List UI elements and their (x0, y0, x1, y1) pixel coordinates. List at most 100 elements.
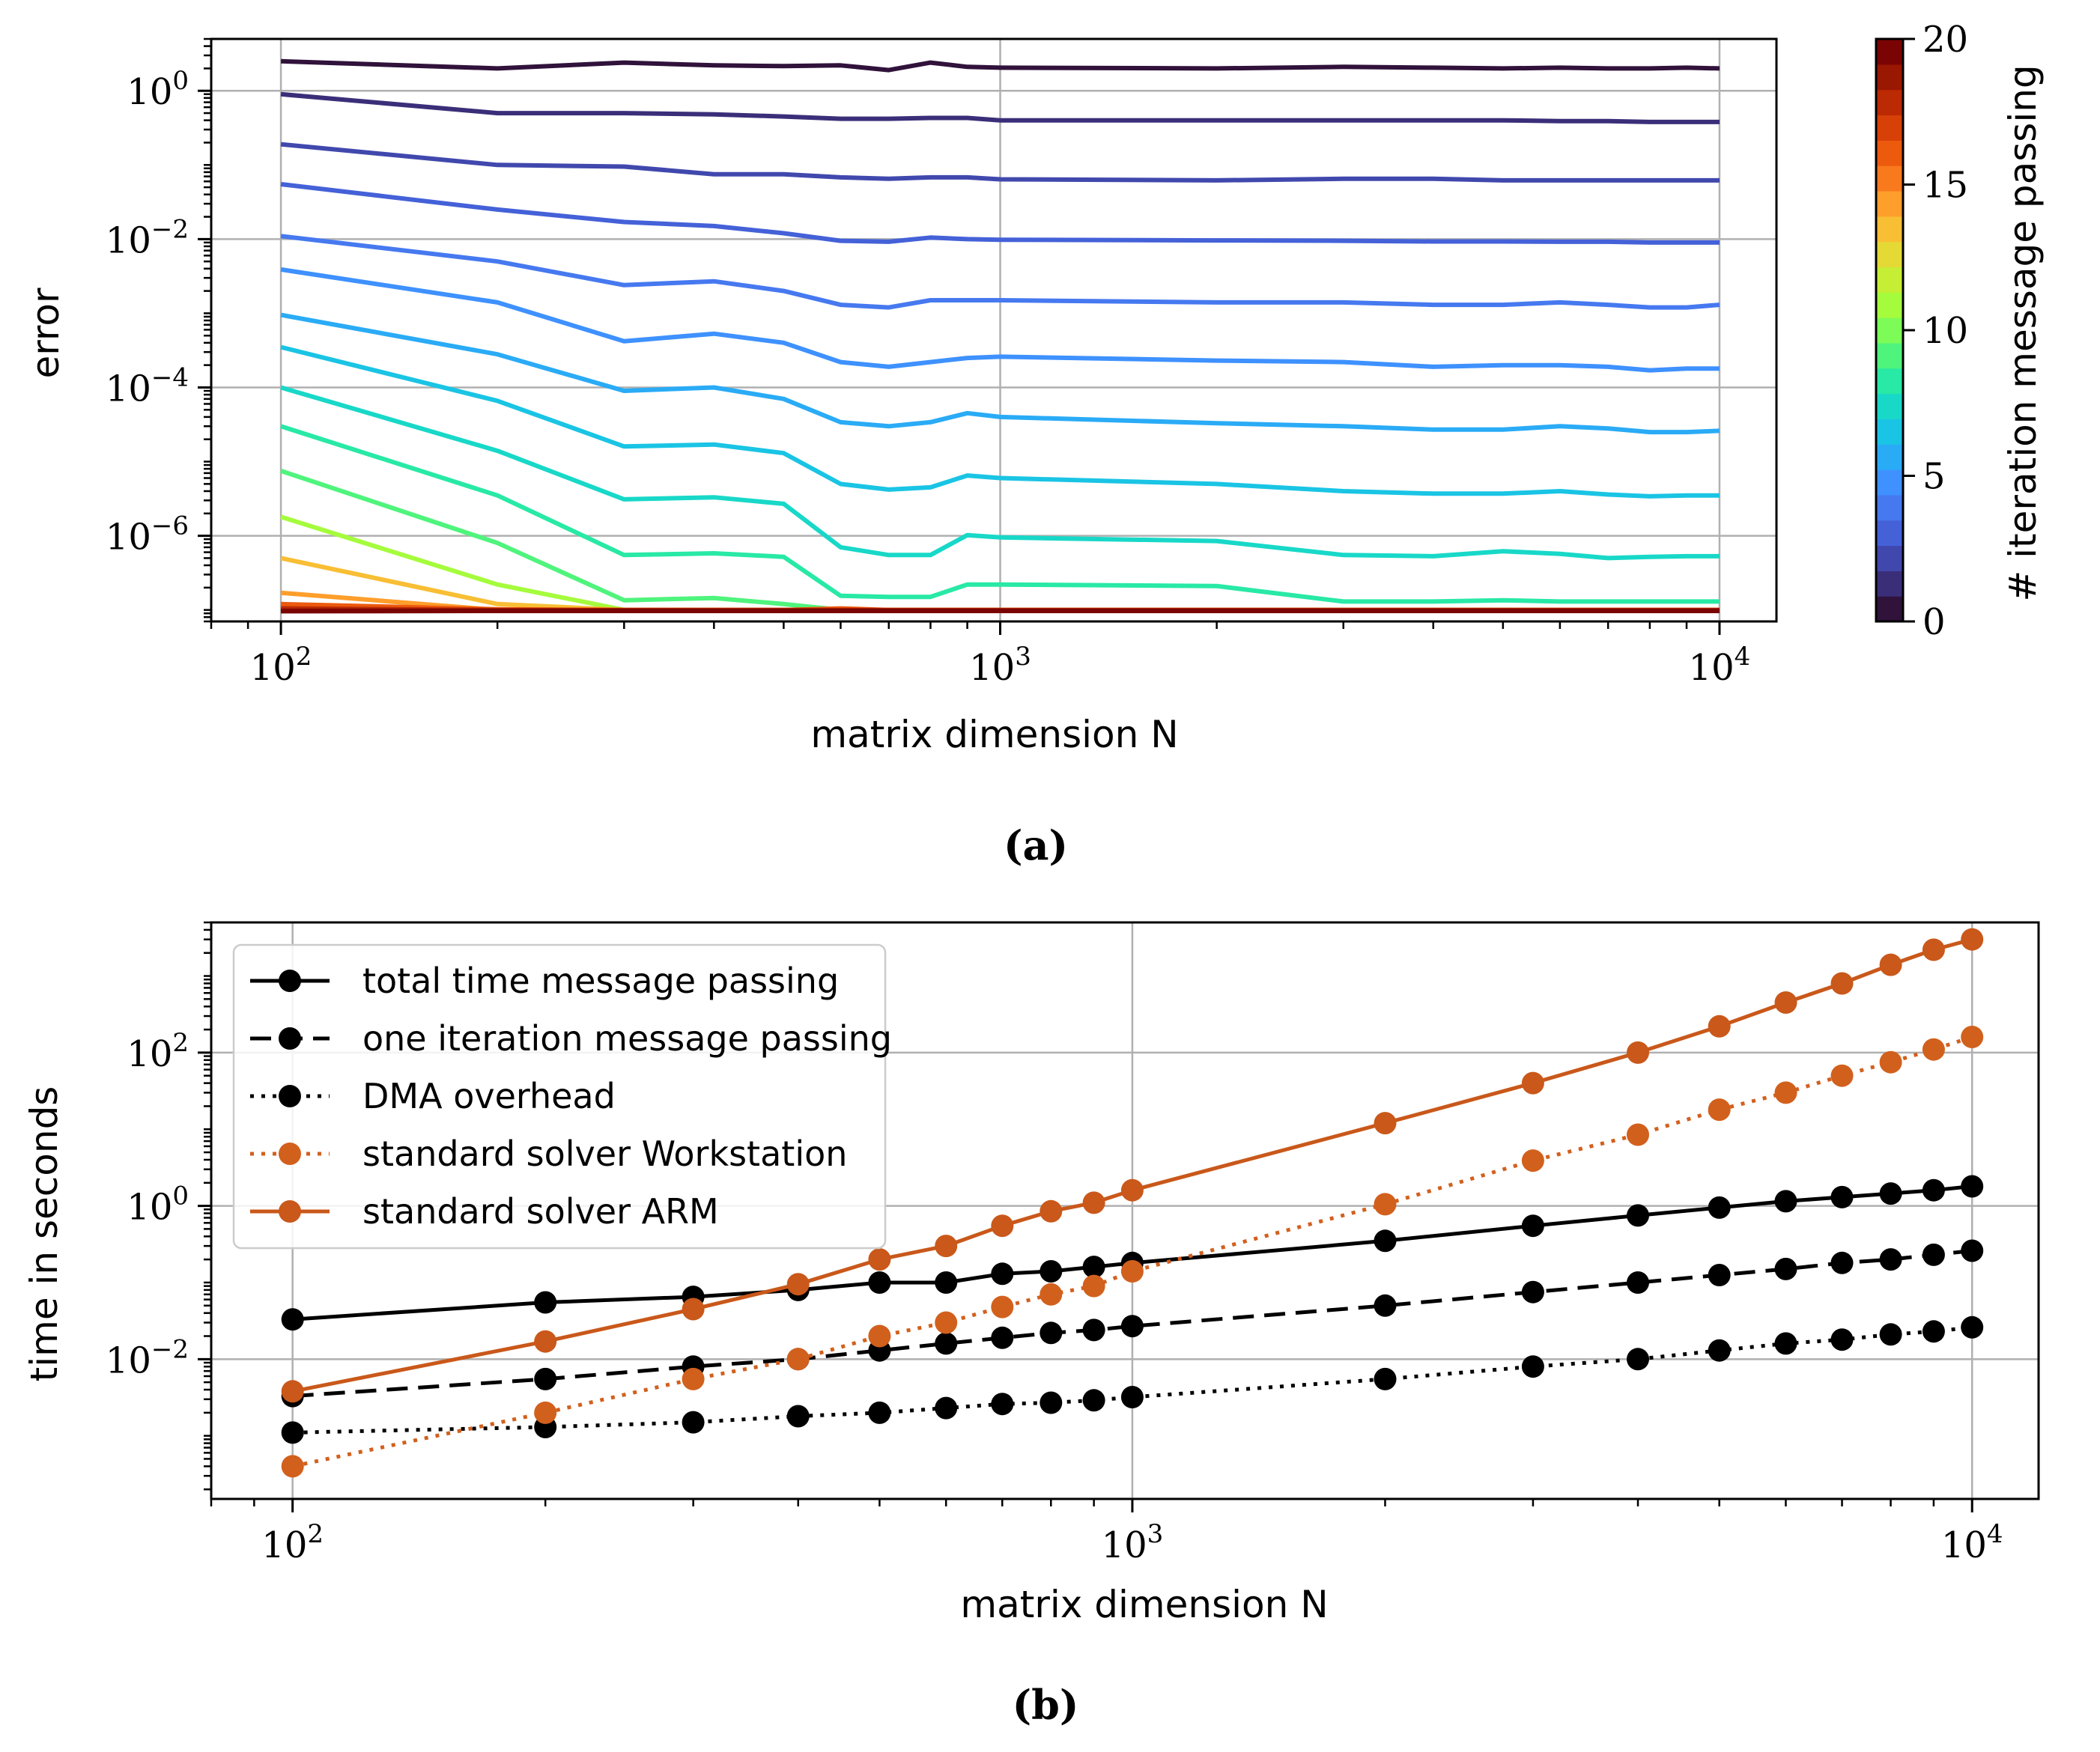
time-point-series-4-4 (868, 1248, 891, 1271)
panel-b-xticklabel-2: 104 (1941, 1519, 2003, 1566)
time-point-series-2-17 (1922, 1320, 1945, 1343)
time-point-series-3-18 (1961, 1026, 1984, 1048)
time-point-series-4-3 (786, 1273, 810, 1296)
panel-a: error matrix dimension N (a) # iteration… (24, 19, 2045, 869)
panel-a-xticklabel-1-base: 10 (969, 647, 1015, 689)
panel-a-xticklabel-1-exp: 3 (1015, 642, 1031, 672)
colorbar-segment-21 (1876, 64, 1903, 91)
error-line-iteration-9 (280, 424, 1720, 604)
time-point-series-0-0 (281, 1308, 304, 1331)
time-point-series-0-17 (1922, 1178, 1945, 1202)
panel-b-caption: (b) (1013, 1681, 1079, 1729)
panel-a-yticklabel-2: 10−4 (106, 362, 189, 410)
time-point-series-1-13 (1708, 1264, 1731, 1286)
error-line-iteration-1 (280, 91, 1720, 124)
time-point-series-1-14 (1774, 1257, 1797, 1280)
colorbar-segment-8 (1876, 393, 1903, 419)
colorbar-label: # iteration message passing (2001, 64, 2045, 601)
panel-a-yticklabel-1-exp: −2 (151, 214, 189, 244)
panel-a-frame (210, 37, 1778, 623)
panel-b-ylabel: time in seconds (22, 1086, 66, 1382)
colorbar-segment-14 (1876, 241, 1903, 268)
legend-label-1: one iteration message passing (362, 1018, 892, 1059)
panel-a-xticklabel-0-exp: 2 (296, 642, 312, 672)
error-line-iteration-8 (280, 385, 1720, 561)
time-point-series-0-7 (1040, 1260, 1063, 1283)
colorbar-segment-7 (1876, 419, 1903, 445)
time-point-series-1-9 (1120, 1315, 1144, 1338)
legend-marker-3 (279, 1143, 301, 1165)
time-point-series-4-5 (935, 1235, 958, 1258)
panel-a-caption: (a) (1004, 821, 1068, 869)
legend-marker-0 (279, 970, 301, 992)
time-point-series-4-15 (1830, 972, 1854, 995)
panel-a-xticklabel-2: 104 (1689, 642, 1751, 689)
panel-a-ylabel: error (24, 288, 67, 378)
panel-a-yticklabel-0-base: 10 (127, 71, 172, 113)
legend-marker-1 (279, 1027, 301, 1050)
time-point-series-4-8 (1082, 1191, 1105, 1214)
panel-a-xticklabel-1: 103 (969, 642, 1031, 689)
time-point-series-2-14 (1774, 1332, 1797, 1355)
error-line-iteration-5 (280, 267, 1720, 373)
legend-box (232, 943, 887, 1250)
colorbar-segment-6 (1876, 444, 1903, 470)
time-point-series-4-13 (1708, 1015, 1731, 1038)
time-point-series-2-7 (1040, 1391, 1063, 1414)
time-point-series-4-12 (1627, 1041, 1649, 1064)
colorbar-segment-5 (1876, 469, 1903, 496)
time-point-series-3-1 (534, 1401, 557, 1424)
panel-a-yticklabel-3-base: 10 (106, 517, 151, 559)
time-point-series-2-18 (1961, 1315, 1984, 1339)
time-point-series-2-12 (1627, 1348, 1649, 1371)
panel-b-frame (210, 921, 2040, 1500)
time-point-series-3-0 (281, 1455, 304, 1478)
time-point-series-1-1 (534, 1367, 557, 1390)
time-point-series-2-2 (682, 1411, 705, 1434)
time-point-series-0-13 (1708, 1196, 1731, 1219)
time-point-series-1-17 (1922, 1243, 1945, 1266)
colorbar-segment-4 (1876, 494, 1903, 521)
time-point-series-4-1 (534, 1330, 557, 1353)
time-point-series-1-12 (1627, 1271, 1649, 1294)
time-point-series-4-0 (281, 1380, 304, 1403)
time-point-series-0-11 (1521, 1214, 1544, 1238)
panel-a-xticklabel-2-base: 10 (1689, 647, 1735, 689)
error-line-iteration-3 (280, 182, 1720, 245)
time-point-series-4-10 (1374, 1112, 1397, 1135)
time-point-series-4-17 (1922, 938, 1945, 961)
panel-b-yticklabel-0-exp: 2 (172, 1028, 189, 1058)
time-point-series-4-7 (1040, 1199, 1063, 1223)
time-point-series-3-6 (991, 1295, 1014, 1318)
time-point-series-3-14 (1774, 1081, 1797, 1104)
time-point-series-1-6 (991, 1326, 1014, 1349)
time-point-series-4-2 (682, 1298, 705, 1321)
panel-b-yticklabel-1: 100 (127, 1181, 189, 1229)
time-point-series-3-9 (1120, 1260, 1144, 1283)
panel-a-xticklabel-0-base: 10 (250, 647, 296, 689)
time-point-series-3-11 (1521, 1149, 1544, 1172)
colorbar-segment-11 (1876, 317, 1903, 344)
colorbar-ticklabel-1: 5 (1923, 456, 1946, 498)
time-point-series-2-15 (1830, 1328, 1854, 1351)
time-point-series-0-8 (1082, 1256, 1105, 1279)
time-point-series-2-9 (1120, 1386, 1144, 1408)
panel-a-yticklabel-0-exp: 0 (172, 66, 189, 96)
time-point-series-3-13 (1708, 1098, 1731, 1122)
time-point-series-3-5 (935, 1311, 958, 1334)
panel-b-xticklabel-0-base: 10 (261, 1524, 307, 1566)
error-line-iteration-0 (281, 58, 1720, 73)
panel-b-xticklabel-1-base: 10 (1102, 1524, 1147, 1566)
time-point-series-0-16 (1879, 1182, 1902, 1205)
time-point-series-3-3 (786, 1348, 810, 1371)
error-line-iteration-7 (280, 344, 1720, 499)
error-line-iteration-4 (280, 234, 1720, 310)
time-point-series-0-15 (1830, 1185, 1854, 1208)
error-line-iteration-2 (280, 142, 1720, 183)
panel-a-xlabel: matrix dimension N (810, 713, 1178, 756)
time-point-series-2-11 (1521, 1355, 1544, 1378)
time-point-series-2-4 (868, 1401, 891, 1424)
panel-a-yticklabel-1: 10−2 (106, 214, 189, 261)
time-point-series-3-12 (1627, 1123, 1649, 1146)
panel-b-yticklabel-2-base: 10 (106, 1339, 151, 1381)
